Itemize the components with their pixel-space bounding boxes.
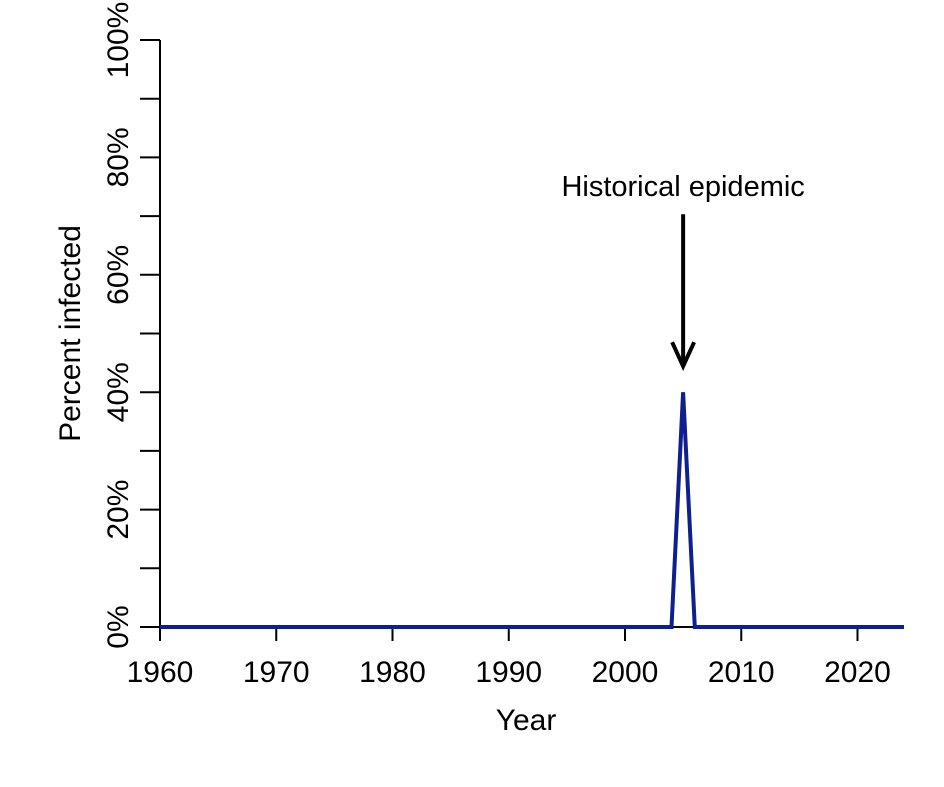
series-line xyxy=(160,392,904,629)
x-tick-label: 1960 xyxy=(127,656,194,689)
annotation-arrow-head xyxy=(670,341,696,372)
y-tick-label: 100% xyxy=(102,2,135,79)
y-axis-title: Percent infected xyxy=(54,225,87,442)
x-tick-label: 2020 xyxy=(824,656,891,689)
x-tick-label: 1990 xyxy=(475,656,542,689)
x-tick-label: 1970 xyxy=(243,656,310,689)
x-tick-label: 1980 xyxy=(359,656,426,689)
y-tick-label: 20% xyxy=(102,480,135,540)
y-tick-label: 60% xyxy=(102,245,135,305)
annotation-text: Historical epidemic xyxy=(561,171,804,203)
y-tick-label: 0% xyxy=(102,605,135,648)
y-tick-label: 40% xyxy=(102,362,135,422)
x-axis-title: Year xyxy=(496,704,557,737)
y-tick-label: 80% xyxy=(102,127,135,187)
x-tick-label: 2000 xyxy=(592,656,659,689)
x-tick-label: 2010 xyxy=(708,656,775,689)
axes: 1960 1970 1980 1990 2000 2010 2020 0% 20% 40% 60% 8… xyxy=(102,2,904,689)
series-layer xyxy=(160,392,904,629)
annotation-layer: Historical epidemic xyxy=(561,171,805,372)
